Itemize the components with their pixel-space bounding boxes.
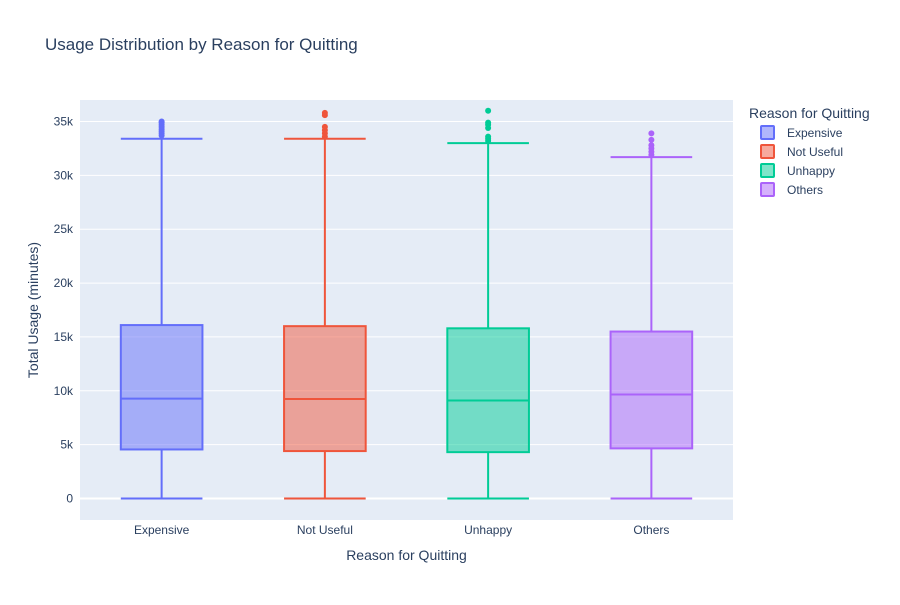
box-iqr bbox=[283, 325, 367, 453]
y-tick-label: 20k bbox=[54, 276, 74, 290]
x-axis-title: Reason for Quitting bbox=[346, 547, 467, 563]
y-axis-ticks: 0 5k 10k 15k 20k 25k 30k 35k bbox=[54, 115, 74, 506]
legend-label: Expensive bbox=[787, 126, 843, 140]
x-tick-label: Not Useful bbox=[297, 523, 353, 537]
y-axis-title: Total Usage (minutes) bbox=[25, 242, 41, 378]
y-tick-label: 35k bbox=[54, 115, 74, 129]
x-tick-label: Others bbox=[633, 523, 669, 537]
legend-item: Others bbox=[760, 182, 823, 197]
y-tick-label: 0 bbox=[66, 491, 73, 505]
box-trace bbox=[609, 130, 694, 500]
legend: Reason for Quitting Expensive Not Useful U… bbox=[749, 105, 870, 197]
y-tick-label: 5k bbox=[60, 438, 74, 452]
legend-label: Others bbox=[787, 183, 823, 197]
box-trace bbox=[283, 109, 367, 500]
x-tick-label: Expensive bbox=[134, 523, 190, 537]
outlier-point bbox=[158, 118, 165, 125]
x-axis-ticks: Expensive Not Useful Unhappy Others bbox=[134, 523, 669, 537]
outlier-point bbox=[485, 119, 492, 126]
y-tick-label: 15k bbox=[54, 330, 74, 344]
outlier-point bbox=[648, 136, 655, 143]
plot-area-background bbox=[80, 100, 733, 520]
legend-swatch bbox=[760, 182, 775, 197]
legend-item: Not Useful bbox=[760, 144, 843, 159]
outlier-point bbox=[648, 130, 655, 137]
legend-label: Not Useful bbox=[787, 145, 843, 159]
y-tick-label: 30k bbox=[54, 168, 74, 182]
box-trace bbox=[119, 118, 204, 500]
chart-title: Usage Distribution by Reason for Quittin… bbox=[45, 35, 358, 54]
legend-item: Expensive bbox=[760, 125, 843, 140]
x-tick-label: Unhappy bbox=[464, 523, 512, 537]
legend-item: Unhappy bbox=[760, 163, 835, 178]
outlier-point bbox=[485, 107, 492, 114]
legend-label: Unhappy bbox=[787, 164, 835, 178]
y-tick-label: 10k bbox=[54, 384, 74, 398]
box-traces bbox=[119, 107, 694, 500]
outlier-point bbox=[321, 109, 328, 116]
box-iqr bbox=[119, 324, 204, 451]
legend-title: Reason for Quitting bbox=[749, 105, 870, 121]
box-trace bbox=[446, 107, 530, 500]
box-iqr bbox=[609, 330, 694, 450]
outlier-point bbox=[321, 123, 328, 130]
outlier-point bbox=[485, 133, 492, 140]
legend-swatch bbox=[760, 125, 775, 140]
y-tick-label: 25k bbox=[54, 222, 74, 236]
box-iqr bbox=[446, 327, 530, 454]
legend-swatch bbox=[760, 144, 775, 159]
outlier-point bbox=[648, 142, 655, 149]
legend-swatch bbox=[760, 163, 775, 178]
